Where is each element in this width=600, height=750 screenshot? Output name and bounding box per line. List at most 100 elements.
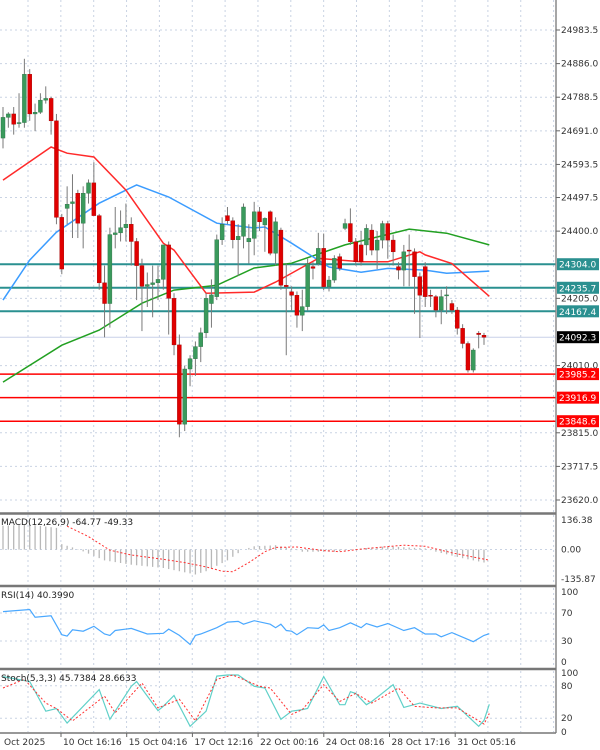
- candle-bearish: [406, 249, 412, 252]
- candle-bullish: [118, 227, 123, 234]
- candle-bullish: [43, 98, 48, 101]
- price-level-value: 24304.0: [559, 261, 596, 271]
- price-level-value: 23985.2: [559, 371, 596, 381]
- time-tick-label: 17 Oct 12:16: [194, 738, 253, 748]
- candle-bullish: [401, 251, 407, 271]
- candle-bearish: [54, 120, 59, 218]
- candle-bullish: [70, 201, 75, 204]
- current-price-badge: [557, 331, 599, 344]
- candle-bearish: [91, 182, 97, 216]
- candle-bearish: [96, 215, 102, 284]
- candle-bullish: [364, 228, 369, 246]
- candle-bearish: [417, 276, 423, 296]
- candle-bearish: [102, 282, 107, 304]
- candle-bullish: [326, 279, 332, 287]
- candle-bullish: [150, 282, 155, 285]
- candle-bullish: [32, 112, 38, 115]
- candle-bullish: [214, 239, 219, 297]
- candle-bullish: [182, 368, 187, 425]
- candle-bullish: [22, 74, 27, 123]
- price-tick-label: 23815.0: [561, 429, 598, 439]
- rsi-label: RSI(14) 40.3990: [1, 591, 74, 601]
- candle-bullish: [145, 284, 150, 287]
- candle-bullish: [380, 223, 385, 241]
- candle-bearish: [139, 265, 145, 287]
- candle-bullish: [0, 117, 6, 139]
- price-tick-label: 24593.5: [561, 160, 598, 170]
- candle-bullish: [316, 248, 321, 264]
- price-level-value: 23848.6: [559, 418, 596, 428]
- price-tick-label: 24788.5: [561, 93, 598, 103]
- candle-bearish: [284, 285, 289, 287]
- candle-bullish: [187, 358, 193, 370]
- price-tick-label: 23620.0: [561, 496, 598, 506]
- candle-bearish: [134, 241, 139, 266]
- candle-bearish: [310, 266, 316, 269]
- rsi-tick-label: 0: [561, 658, 567, 668]
- candle-bullish: [219, 224, 225, 240]
- candle-bullish: [193, 346, 198, 359]
- candle-bearish: [428, 295, 433, 297]
- candle-bullish: [80, 193, 86, 224]
- candle-bullish: [444, 294, 449, 297]
- candle-bearish: [171, 298, 177, 346]
- candle-bearish: [460, 328, 465, 344]
- candle-bearish: [177, 344, 182, 425]
- rsi-line: [2, 608, 490, 646]
- candle-bearish: [481, 335, 487, 338]
- candle-bearish: [294, 295, 300, 316]
- current-price-value: 24092.3: [559, 334, 596, 344]
- price-level-value: 24167.4: [559, 308, 596, 318]
- stoch-k-line: [2, 674, 490, 728]
- stoch-tick-label: 80: [561, 682, 573, 692]
- rsi-tick-label: 100: [561, 588, 578, 598]
- candle-bullish: [209, 294, 214, 304]
- candle-bearish: [257, 211, 262, 223]
- macd-tick-label: 136.38: [561, 516, 593, 526]
- candle-bearish: [369, 229, 374, 251]
- candle-bullish: [203, 298, 209, 334]
- time-tick-label: 24 Oct 08:16: [326, 738, 385, 748]
- candle-bullish: [107, 234, 113, 304]
- indicators: [2, 524, 490, 728]
- candle-bearish: [268, 211, 273, 254]
- rsi-tick-label: 30: [561, 637, 573, 647]
- candle-bullish: [155, 279, 161, 284]
- stoch-tick-label: 0: [561, 728, 567, 738]
- candle-bullish: [262, 218, 268, 226]
- candle-bullish: [64, 204, 70, 209]
- price-tick-label: 24691.0: [561, 127, 598, 137]
- candle-bullish: [439, 296, 444, 311]
- candle-bearish: [166, 244, 171, 299]
- candle-bearish: [348, 223, 353, 243]
- candle-bearish: [476, 332, 481, 335]
- candle-bearish: [455, 309, 460, 329]
- macd-tick-label: 0.00: [561, 546, 581, 556]
- labels: MACD(12,26,9) -64.77 -49.33 RSI(14) 40.3…: [1, 518, 136, 684]
- candle-bullish: [123, 224, 129, 228]
- candle-bearish: [75, 193, 81, 224]
- candle-bearish: [11, 113, 16, 125]
- stoch-label: Stoch(5,3,3) 45.7384 28.6633: [1, 674, 136, 684]
- price-level-value: 23916.9: [559, 394, 596, 404]
- candle-bullish: [471, 349, 476, 371]
- price-level-badge: [557, 281, 599, 294]
- price-level-badge: [557, 258, 599, 271]
- price-level-badge: [557, 391, 599, 404]
- stoch-tick-label: 100: [561, 669, 578, 679]
- candle-bearish: [396, 266, 401, 271]
- time-tick-label: 10 Oct 16:16: [63, 738, 122, 748]
- price-tick-label: 24497.5: [561, 194, 598, 204]
- time-tick-label: Oct 2025: [4, 738, 45, 748]
- moving-average-red: [2, 146, 490, 297]
- candle-bullish: [86, 182, 91, 194]
- price-tick-label: 24205.0: [561, 294, 598, 304]
- candle-bullish: [273, 221, 278, 254]
- candle-bearish: [423, 266, 428, 297]
- candle-bearish: [129, 224, 134, 242]
- candle-bearish: [353, 241, 358, 263]
- price-level-value: 24235.7: [559, 284, 596, 294]
- candle-bullish: [198, 332, 203, 347]
- candle-bullish: [241, 206, 246, 237]
